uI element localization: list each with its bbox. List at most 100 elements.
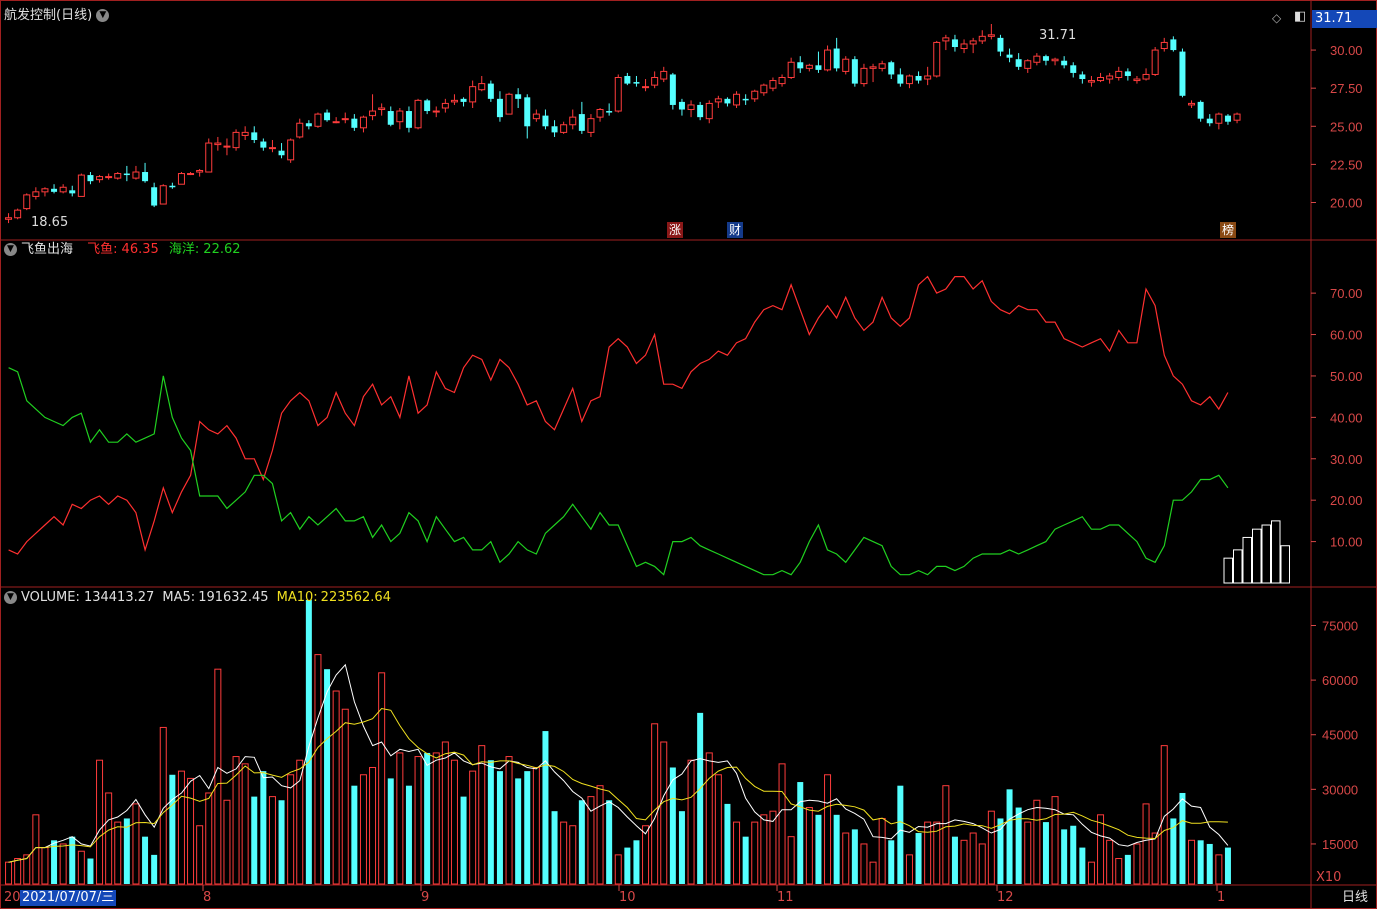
volume-bar (833, 814, 840, 884)
volume-bar (915, 833, 922, 884)
candle-body (1042, 56, 1049, 61)
candle-body (296, 122, 304, 138)
candle-body (232, 131, 240, 149)
volume-bar (697, 712, 704, 884)
current-price-box: 31.71 (1312, 10, 1377, 28)
candle-body (797, 62, 804, 69)
ma5-value: 191632.45 (198, 590, 269, 605)
volume-bar (860, 843, 868, 885)
volume-bar (606, 800, 613, 884)
volume-bar (869, 861, 877, 885)
volume-bar (332, 690, 340, 885)
limit-up-badge[interactable]: 涨 (667, 222, 683, 238)
candle-body (387, 111, 394, 125)
candle-body (241, 131, 249, 136)
candle-body (1188, 102, 1196, 106)
histogram-bar (1252, 528, 1262, 584)
indicator-tick-label: 20.00 (1330, 493, 1363, 508)
feiyu-line (8, 275, 1229, 555)
volume-bar (924, 821, 932, 885)
month-label-4: 11 (777, 890, 794, 905)
candle-body (1097, 77, 1105, 82)
volume-bar (524, 771, 531, 884)
candle-body (905, 75, 913, 85)
candle-body (733, 93, 741, 106)
volume-bar (678, 811, 685, 884)
volume-bar (396, 752, 404, 885)
volume-value: 134413.27 (83, 590, 155, 605)
candle-body (678, 101, 685, 110)
indicator-tick-label: 10.00 (1330, 535, 1363, 550)
candle-body (469, 86, 477, 103)
candle-body (460, 98, 467, 102)
volume-bar (815, 814, 822, 884)
candle-body (960, 43, 968, 50)
window-toggle-icon[interactable]: ◧ (1294, 9, 1307, 24)
candle-body (824, 49, 832, 71)
volume-bar (1151, 832, 1159, 885)
volume-bar (105, 792, 113, 885)
volume-bar (778, 763, 786, 885)
candle-body (560, 124, 568, 133)
indicator-tick-label: 60.00 (1330, 328, 1363, 343)
settings-dropdown-icon[interactable]: ▼ (96, 9, 110, 22)
volume-bar (515, 778, 522, 884)
ranking-badge[interactable]: 榜 (1220, 222, 1236, 238)
volume-bar (151, 854, 158, 884)
volume-bar (1061, 829, 1068, 884)
indicator-dropdown-icon[interactable]: ▼ (4, 243, 17, 256)
candle-body (542, 115, 549, 127)
candle-body (1224, 115, 1231, 122)
candle-body (196, 169, 204, 173)
period-label[interactable]: 日线 (1342, 890, 1369, 905)
volume-dropdown-icon[interactable]: ▼ (4, 591, 17, 604)
candle-body (897, 74, 904, 84)
month-label-1: 8 (203, 890, 212, 905)
candle-body (524, 97, 531, 127)
diamond-icon[interactable]: ◇ (1272, 11, 1282, 25)
volume-bar (733, 821, 741, 885)
candle-body (1015, 59, 1022, 67)
ma5-line (8, 663, 1229, 863)
date-cursor-label: 2021/07/07/三 (20, 890, 117, 906)
volume-bar (505, 756, 513, 885)
candle-body (177, 173, 185, 185)
volume-bar (278, 800, 285, 884)
histogram-bar (1223, 557, 1233, 584)
indicator-tick-label: 40.00 (1330, 410, 1363, 425)
candle-body (505, 93, 513, 115)
volume-bar (69, 836, 76, 884)
volume-bar (551, 811, 558, 884)
volume-bar (651, 723, 659, 885)
candle-body (751, 90, 759, 100)
candle-body (23, 194, 31, 210)
volume-bar (760, 814, 768, 885)
volume-bar (1215, 854, 1223, 885)
haiyang-label: 海洋: (168, 242, 200, 257)
volume-bar (933, 821, 941, 885)
volume-bar (1224, 847, 1231, 884)
candle-body (687, 104, 695, 111)
volume-bar (187, 777, 195, 885)
volume-bar (596, 785, 604, 885)
haiyang-value: 22.62 (203, 242, 241, 257)
indicator-name: 飞鱼出海 (21, 242, 74, 257)
volume-bar (751, 821, 759, 885)
candle-body (833, 48, 840, 69)
volume-bar (687, 759, 695, 885)
volume-bar (296, 759, 304, 885)
candle-body (260, 141, 267, 148)
finance-badge[interactable]: 财 (727, 222, 743, 238)
candle-body (769, 80, 777, 89)
candle-body (105, 176, 113, 179)
high-price-label: 31.71 (1039, 28, 1077, 43)
volume-bar (587, 796, 595, 885)
candle-body (1106, 75, 1114, 80)
candle-body (332, 121, 340, 124)
candle-body (1124, 71, 1131, 76)
haiyang-line (8, 367, 1229, 576)
price-tick-label: 27.50 (1330, 81, 1363, 96)
volume-bar (223, 799, 231, 885)
